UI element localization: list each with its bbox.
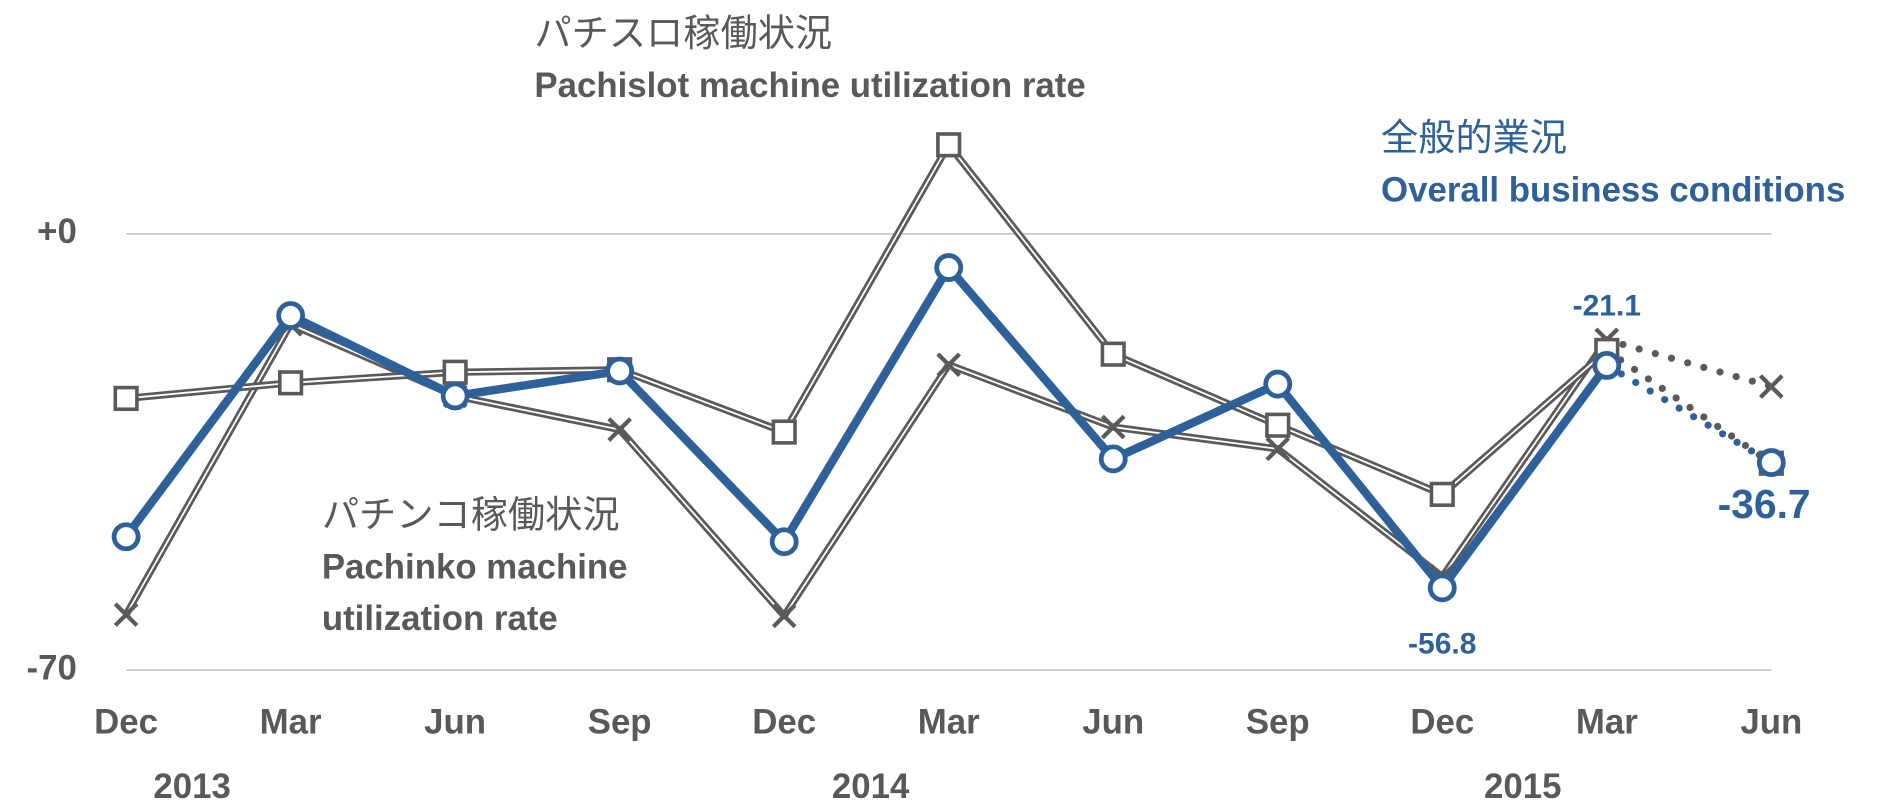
series-label: Pachinko machine <box>322 547 628 586</box>
marker <box>771 419 797 445</box>
series-label: 全般的業況 <box>1381 116 1567 158</box>
year-label: 2015 <box>1484 767 1561 806</box>
series-label: パチンコ稼働状況 <box>322 493 620 535</box>
x-tick-label: Mar <box>260 702 322 741</box>
y-tick-label: -70 <box>27 648 77 687</box>
marker <box>1265 436 1291 462</box>
marker <box>113 385 139 412</box>
marker <box>1592 350 1622 380</box>
y-tick-label: +0 <box>37 212 77 251</box>
marker <box>278 370 304 396</box>
marker <box>1427 573 1457 603</box>
marker <box>111 522 141 552</box>
x-tick-label: Mar <box>1576 702 1638 741</box>
marker <box>442 359 468 385</box>
marker <box>936 132 962 158</box>
x-tick-label: Dec <box>752 702 816 741</box>
projection-line <box>1603 346 1775 467</box>
data-label: -36.7 <box>1718 481 1811 527</box>
marker <box>1098 444 1128 474</box>
x-tick-label: Sep <box>1246 702 1310 741</box>
marker <box>1429 481 1455 507</box>
marker <box>934 253 964 282</box>
x-tick-label: Mar <box>918 702 980 741</box>
projection-line <box>1603 336 1775 391</box>
marker <box>769 527 799 557</box>
x-tick-label: Dec <box>94 702 158 741</box>
marker <box>1756 448 1786 478</box>
series-label: utilization rate <box>322 599 558 638</box>
marker <box>936 352 961 378</box>
marker <box>607 417 632 442</box>
marker <box>771 603 797 629</box>
marker <box>276 301 306 330</box>
marker <box>1759 374 1784 399</box>
marker <box>1100 414 1126 440</box>
marker <box>113 602 139 627</box>
marker <box>1100 341 1126 367</box>
x-tick-label: Sep <box>588 702 652 741</box>
year-label: 2014 <box>832 767 910 806</box>
series-label: Pachislot machine utilization rate <box>534 66 1085 105</box>
projection-line <box>1603 361 1775 467</box>
series-label: パチスロ稼働状況 <box>534 12 832 54</box>
marker <box>605 356 635 386</box>
data-label: -21.1 <box>1573 290 1641 323</box>
x-tick-label: Dec <box>1410 702 1474 741</box>
marker <box>440 381 470 411</box>
series: -56.8 -21.1 -36.7 <box>111 253 1811 660</box>
series-line <box>122 263 1611 593</box>
marker <box>1265 412 1291 438</box>
x-tick-label: Jun <box>424 702 486 741</box>
x-tick-label: Jun <box>1082 702 1144 741</box>
marker <box>1263 369 1293 399</box>
data-label: -56.8 <box>1408 627 1476 660</box>
x-tick-label: Jun <box>1740 702 1802 741</box>
series-line-core <box>126 143 1608 496</box>
year-label: 2013 <box>153 767 230 806</box>
series-label: Overall business conditions <box>1381 170 1845 209</box>
